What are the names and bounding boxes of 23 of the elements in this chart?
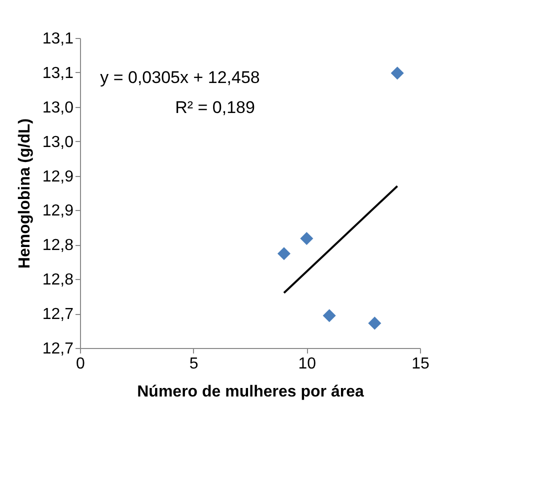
y-tick-label: 13,1 [42, 64, 74, 82]
y-axis-title: Hemoglobina (g/dL) [16, 118, 34, 269]
y-tick-label: 12,7 [42, 306, 74, 324]
y-tick-label: 12,9 [42, 168, 74, 186]
y-tick-label: 12,8 [42, 272, 74, 289]
point [322, 309, 336, 322]
point [277, 247, 291, 260]
y-tick-label: 12,7 [42, 340, 74, 358]
y-tick-label: 12,9 [42, 202, 74, 220]
point [368, 316, 382, 330]
annotation: y = 0,0305x + 12,458 [100, 68, 260, 87]
x-tick-label: 15 [412, 356, 430, 372]
annotation: R² = 0,189 [175, 98, 255, 117]
x-tick-label: 5 [189, 356, 198, 372]
y-tick-label: 13,1 [42, 30, 74, 48]
y-tick-label: 13,0 [42, 99, 74, 116]
x-tick-label: 10 [298, 356, 316, 372]
point [390, 66, 404, 80]
x-axis-title: Número de mulheres por área [137, 384, 364, 400]
y-tick-label: 12,8 [42, 237, 74, 254]
point [300, 232, 314, 245]
x-tick-label: 0 [76, 356, 86, 372]
y-tick-label: 13,0 [42, 134, 74, 151]
